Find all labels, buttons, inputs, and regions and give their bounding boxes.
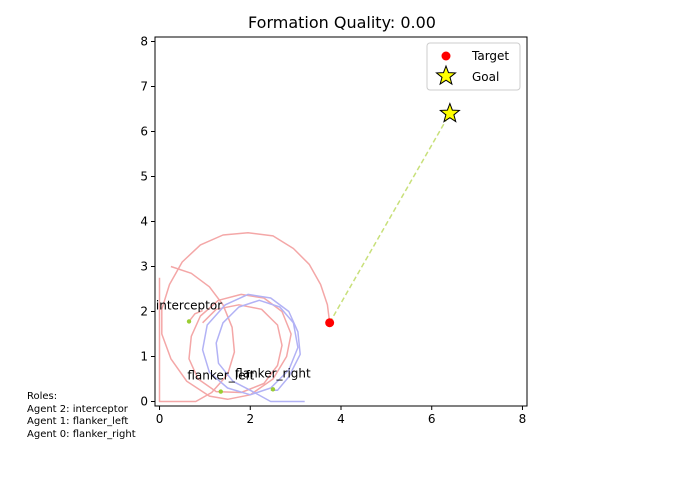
- goal-marker: [439, 102, 461, 123]
- y-tick-label: 6: [140, 125, 148, 139]
- target-goal-line: [329, 113, 451, 324]
- legend-target-label: Target: [471, 49, 509, 63]
- agent-label-flanker_right: flanker_right: [235, 366, 311, 380]
- y-tick-label: 8: [140, 35, 148, 49]
- trajectory-interceptor-tail: [188, 309, 203, 322]
- legend-goal-label: Goal: [472, 70, 499, 84]
- x-tick-label: 4: [337, 412, 345, 426]
- y-tick-label: 5: [140, 170, 148, 184]
- trajectory-blue: [201, 293, 305, 403]
- chart-title: Formation Quality: 0.00: [248, 13, 436, 32]
- y-tick-label: 3: [140, 260, 148, 274]
- y-tick-label: 0: [140, 395, 148, 409]
- legend-target-marker: [441, 51, 451, 61]
- trajectory-red: [161, 232, 331, 401]
- x-tick-label: 8: [519, 412, 527, 426]
- agent-point-flanker_right: [270, 387, 276, 392]
- legend-goal-marker: [435, 64, 457, 86]
- trajectory-layer: [158, 113, 451, 403]
- roles-caption: Roles: Agent 2: interceptor Agent 1: fla…: [27, 391, 136, 440]
- agent-label-flanker_left: flanker_left: [187, 369, 254, 383]
- x-tick-label: 6: [428, 412, 436, 426]
- y-tick-label: 4: [140, 215, 148, 229]
- y-tick-label: 2: [140, 305, 148, 319]
- x-tick-label: 2: [246, 412, 254, 426]
- y-tick-label: 7: [140, 80, 148, 94]
- agent-label-interceptor: interceptor: [156, 298, 222, 312]
- target-marker: [325, 318, 335, 328]
- agent-point-interceptor: [186, 319, 192, 324]
- x-tick-label: 0: [156, 412, 164, 426]
- trajectory-red-left: [158, 265, 236, 403]
- agent-point-flanker_left: [218, 389, 223, 394]
- legend: Target Goal: [426, 42, 521, 91]
- plot-frame: [154, 36, 528, 407]
- y-tick-label: 1: [140, 350, 148, 364]
- tick-layer: 0 2 4 6 8 0 1 2 3 4 5 6 7 8: [140, 35, 526, 427]
